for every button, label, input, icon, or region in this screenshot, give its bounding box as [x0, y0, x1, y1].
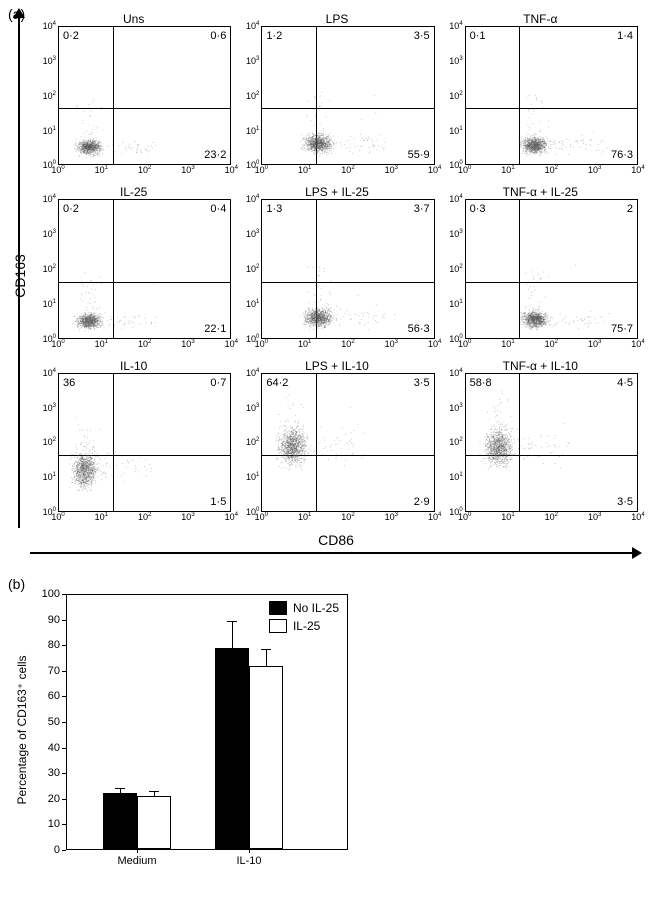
figb-chart-area: No IL-25 IL-25 MediumIL-10 — [66, 594, 348, 850]
plot-box: 1·33·756·3 — [261, 199, 434, 338]
bar — [249, 666, 283, 849]
plot-box: 64·23·52·9 — [261, 373, 434, 512]
plot-box: 58·84·53·5 — [465, 373, 638, 512]
y-axis-label: CD163 — [12, 254, 28, 298]
scatter-panel: LPS1001011021031041001011021031041·23·55… — [239, 12, 434, 181]
scatter-panel: IL-251001011021031041001011021031040·20·… — [36, 185, 231, 354]
panel-title: LPS + IL-25 — [239, 185, 434, 199]
panel-title: LPS + IL-10 — [239, 359, 434, 373]
x-axis-label: CD86 — [318, 532, 354, 548]
legend-swatch-il25 — [269, 619, 287, 633]
figure-a: (a) CD163 CD86 CWILEY Uns100101102103104… — [8, 8, 642, 568]
scatter-panel: LPS + IL-1010010110210310410010110210310… — [239, 359, 434, 528]
plot-box: 0·11·476·3 — [465, 26, 638, 165]
scatter-panel: IL-10100101102103104100101102103104360·7… — [36, 359, 231, 528]
plot-box: 0·20·422·1 — [58, 199, 231, 338]
scatter-grid: Uns1001011021031041001011021031040·20·62… — [36, 12, 638, 528]
scatter-panel: Uns1001011021031041001011021031040·20·62… — [36, 12, 231, 181]
bar — [137, 796, 171, 849]
panel-title: Uns — [36, 12, 231, 26]
figb-y-ticks: 0102030405060708090100 — [8, 594, 64, 850]
x-axis-arrow: CD86 — [30, 534, 642, 568]
plot-box: 0·3275·7 — [465, 199, 638, 338]
panel-title: TNF-α + IL-10 — [443, 359, 638, 373]
plot-box: 360·71·5 — [58, 373, 231, 512]
scatter-panel: TNF-α + IL-25100101102103104100101102103… — [443, 185, 638, 354]
bar — [215, 648, 249, 849]
y-axis-arrow: CD163 — [8, 8, 30, 528]
figb-legend: No IL-25 IL-25 — [269, 601, 339, 637]
legend-label-no-il25: No IL-25 — [293, 601, 339, 615]
plot-box: 1·23·555·9 — [261, 26, 434, 165]
panel-title: TNF-α — [443, 12, 638, 26]
figb-x-label: IL-10 — [236, 855, 261, 867]
panel-title: LPS — [239, 12, 434, 26]
bar — [103, 793, 137, 849]
panel-title: IL-10 — [36, 359, 231, 373]
scatter-panel: TNF-α + IL-10100101102103104100101102103… — [443, 359, 638, 528]
panel-b-label: (b) — [8, 576, 25, 592]
scatter-panel: TNF-α1001011021031041001011021031040·11·… — [443, 12, 638, 181]
plot-box: 0·20·623·2 — [58, 26, 231, 165]
legend-swatch-no-il25 — [269, 601, 287, 615]
figb-x-label: Medium — [117, 855, 156, 867]
scatter-panel: LPS + IL-2510010110210310410010110210310… — [239, 185, 434, 354]
figure-b: (b) Percentage of CD163⁺ cells 010203040… — [8, 580, 368, 880]
legend-label-il25: IL-25 — [293, 619, 320, 633]
panel-title: IL-25 — [36, 185, 231, 199]
panel-title: TNF-α + IL-25 — [443, 185, 638, 199]
